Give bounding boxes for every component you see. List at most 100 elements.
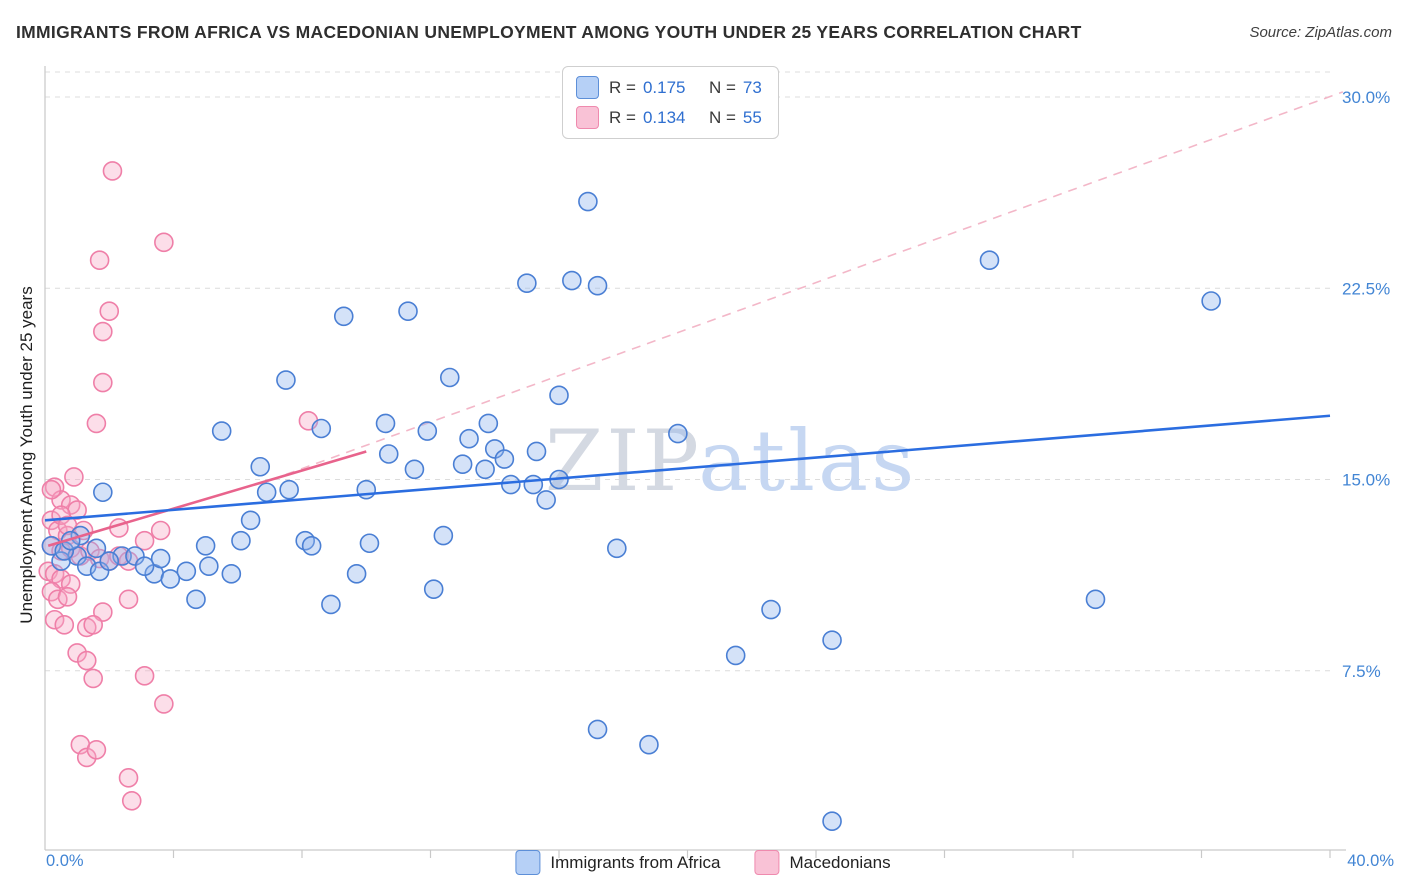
africa-point xyxy=(231,530,251,551)
africa-point xyxy=(221,564,242,584)
africa-point xyxy=(536,490,556,510)
africa-point xyxy=(423,579,444,599)
legend-item-africa: Immigrants from Africa xyxy=(515,850,720,875)
africa-point xyxy=(356,479,377,500)
africa-point xyxy=(250,456,271,477)
macedonians-point xyxy=(64,467,84,487)
legend-row-africa: R = 0.175 N = 73 xyxy=(576,76,762,99)
macedonians-point xyxy=(134,530,155,551)
africa-point xyxy=(433,525,454,546)
africa-point xyxy=(578,191,598,212)
africa-point xyxy=(359,533,380,554)
macedonians-point xyxy=(86,413,107,434)
africa-point xyxy=(333,306,354,327)
macedonians-point xyxy=(93,372,113,393)
africa-point xyxy=(475,459,495,480)
africa-point xyxy=(1085,589,1106,610)
africa-point xyxy=(186,589,206,610)
africa-point xyxy=(979,250,1000,271)
africa-point xyxy=(256,482,277,503)
africa-swatch xyxy=(515,850,541,875)
africa-point xyxy=(549,385,569,406)
macedonians-point xyxy=(134,666,155,686)
africa-point xyxy=(517,273,537,293)
legend-box: R = 0.175 N = 73 R = 0.134 N = 55 xyxy=(562,66,779,139)
africa-point xyxy=(199,556,219,577)
africa-point xyxy=(346,564,367,584)
africa-point xyxy=(404,459,425,480)
y-tick-label: 30.0% xyxy=(1342,88,1390,107)
macedonians-point xyxy=(118,768,139,788)
macedonians-point xyxy=(83,615,103,635)
africa-legend-swatch xyxy=(576,76,599,99)
africa-point xyxy=(761,599,781,620)
bottom-legend: Immigrants from Africa Macedonians xyxy=(515,850,891,875)
africa-point xyxy=(99,551,120,571)
macedonians-point xyxy=(150,520,171,541)
macedonians-trendline xyxy=(47,450,367,548)
legend-item-macedonians: Macedonians xyxy=(754,850,891,875)
africa-point xyxy=(240,510,261,531)
africa-point xyxy=(668,423,688,444)
macedonians-point xyxy=(154,694,174,714)
africa-point xyxy=(822,811,842,832)
macedonians-trend-projection xyxy=(285,91,1344,476)
macedonians-point xyxy=(93,321,113,342)
africa-point xyxy=(417,421,438,441)
africa-point xyxy=(1201,291,1221,311)
macedonians-point xyxy=(118,589,139,610)
macedonians-swatch xyxy=(754,850,780,875)
africa-point xyxy=(211,421,232,441)
africa-point xyxy=(160,569,181,589)
y-tick-label: 15.0% xyxy=(1342,471,1390,490)
r-label: R = xyxy=(609,107,636,127)
macedonians-point xyxy=(41,479,62,500)
africa-point xyxy=(523,474,544,495)
africa-point xyxy=(311,418,332,439)
africa-point xyxy=(86,538,107,559)
africa-point xyxy=(93,482,113,503)
africa-point xyxy=(439,367,460,388)
africa-point xyxy=(478,413,499,434)
africa-point xyxy=(822,630,842,650)
africa-point xyxy=(587,719,608,740)
africa-point xyxy=(452,454,473,475)
africa-point xyxy=(526,441,547,462)
macedonians-point xyxy=(154,232,174,253)
watermark: ZIPatlas xyxy=(545,412,917,510)
africa-point xyxy=(321,594,341,615)
africa-point xyxy=(494,449,515,469)
source-label: Source: ZipAtlas.com xyxy=(1249,24,1392,41)
n-value: 55 xyxy=(742,107,762,127)
macedonians-point xyxy=(99,301,120,322)
macedonians-point xyxy=(102,161,123,181)
africa-point xyxy=(725,645,746,666)
africa-point xyxy=(587,275,608,296)
macedonians-point xyxy=(44,609,65,630)
africa-point xyxy=(276,370,296,390)
africa-point xyxy=(134,556,155,577)
africa-point xyxy=(639,734,659,755)
africa-point xyxy=(150,548,171,569)
x-axis-max-label: 40.0% xyxy=(1347,852,1394,870)
africa-point xyxy=(607,538,627,559)
y-tick-label: 22.5% xyxy=(1342,279,1390,298)
macedonians-point xyxy=(86,739,107,760)
africa-point xyxy=(176,561,197,582)
macedonians-point xyxy=(57,586,78,607)
legend-row-macedonians: R = 0.134 N = 55 xyxy=(576,106,762,129)
y-tick-label: 7.5% xyxy=(1342,662,1381,681)
africa-point xyxy=(279,479,299,500)
legend-label-macedonians: Macedonians xyxy=(789,852,891,872)
r-value: 0.175 xyxy=(642,77,686,97)
macedonians-legend-swatch xyxy=(576,106,599,129)
africa-point xyxy=(195,535,216,556)
x-axis-min-label: 0.0% xyxy=(46,852,84,870)
macedonians-point xyxy=(54,615,75,635)
r-value: 0.134 xyxy=(642,107,686,127)
n-label: N = xyxy=(708,107,736,127)
africa-point xyxy=(375,413,396,434)
africa-point xyxy=(378,444,399,464)
